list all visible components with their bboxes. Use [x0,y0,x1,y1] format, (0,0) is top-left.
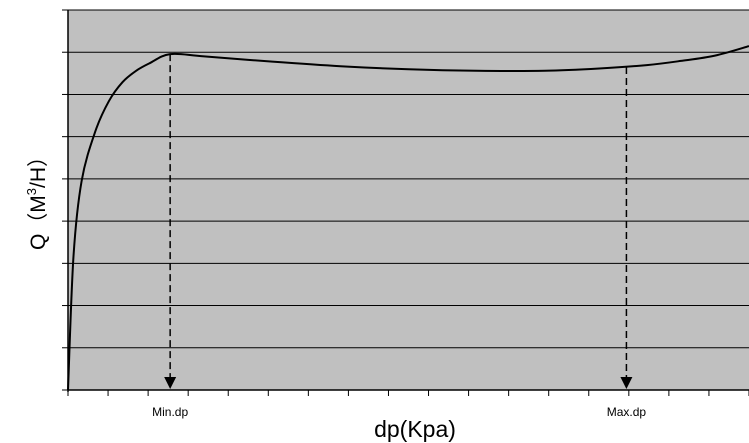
marker-arrow [620,377,633,389]
plot-area [68,10,749,390]
marker-label: Min.dp [152,405,188,419]
series-line [67,45,749,391]
axes [62,9,749,396]
x-axis-label: dp(Kpa) [374,416,456,442]
y-axis-label-main: Q（M [27,195,50,250]
y-axis-label-sup: 3 [24,188,39,195]
y-axis-label-tail: /H） [27,146,50,188]
markers: Min.dp Max.dp [152,54,646,419]
marker-label: Max.dp [607,405,647,419]
marker-arrow [164,377,177,389]
y-axis-label: Q（M3/H） [24,146,50,250]
